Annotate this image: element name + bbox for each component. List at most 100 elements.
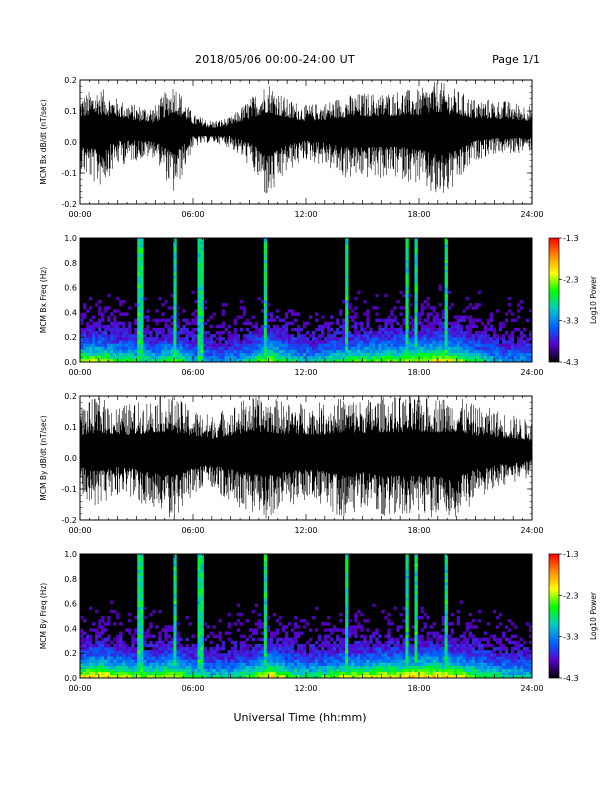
spectrogram-cell	[363, 337, 367, 341]
spectrogram-cell	[200, 625, 204, 629]
spectrogram-cell	[104, 622, 108, 626]
spectrogram-cell	[89, 306, 93, 310]
spectrogram-cell	[173, 340, 177, 344]
spectrogram-cell	[393, 349, 397, 353]
spectrogram-cell	[321, 653, 325, 657]
spectrogram-cell	[357, 358, 361, 363]
spectrogram-cell	[257, 662, 262, 666]
spectrogram-cell	[170, 637, 174, 642]
spectrogram-cell	[221, 309, 225, 313]
spectrogram-cell	[239, 634, 244, 638]
spectrogram-cell	[312, 346, 316, 350]
spectrogram-cell	[345, 609, 349, 614]
spectrogram-cell	[372, 358, 376, 363]
spectrogram-cell	[197, 327, 201, 332]
spectrogram-cell	[369, 653, 373, 657]
spectrogram-cell	[465, 340, 470, 344]
spectrogram-cell	[128, 650, 132, 654]
spectrogram-cell	[182, 647, 186, 651]
spectrogram-cell	[110, 659, 114, 663]
spectrogram-cell	[513, 352, 518, 357]
spectrogram-cell	[170, 665, 174, 669]
spectrogram-cell	[522, 334, 527, 338]
spectrogram-cell	[191, 312, 195, 316]
spectrogram-cell	[248, 656, 253, 660]
spectrogram-cell	[342, 331, 346, 335]
spectrogram-cell	[128, 612, 132, 617]
spectrogram-cell	[269, 647, 274, 651]
spectrogram-cell	[372, 346, 376, 350]
spectrogram-cell	[164, 324, 168, 329]
spectrogram-cell	[92, 352, 96, 357]
spectrogram-cell	[179, 346, 183, 350]
spectrogram-cell	[86, 349, 90, 353]
spectrogram-cell	[164, 650, 168, 654]
spectrogram-cell	[333, 343, 337, 347]
spectrogram-cell	[348, 340, 352, 344]
spectrogram-cell	[429, 643, 433, 648]
spectrogram-cell	[137, 334, 141, 338]
spectrogram-cell	[486, 349, 491, 353]
spectrogram-cell	[140, 634, 144, 638]
spectrogram-cell	[405, 259, 409, 264]
spectrogram-cell	[176, 340, 180, 344]
spectrogram-cell	[164, 671, 168, 676]
spectrogram-cell	[405, 585, 409, 589]
spectrogram-cell	[101, 647, 105, 651]
spectrogram-cell	[516, 337, 521, 341]
spectrogram-cell	[408, 331, 412, 335]
spectrogram-cell	[128, 358, 132, 363]
spectrogram-cell	[477, 659, 482, 663]
spectrogram-cell	[486, 662, 491, 666]
spectrogram-cell	[507, 352, 512, 357]
spectrogram-cell	[197, 337, 201, 341]
spectrogram-cell	[456, 665, 460, 669]
spectrogram-cell	[345, 238, 349, 242]
spectrogram-cell	[281, 337, 286, 341]
spectrogram-cell	[321, 327, 325, 332]
spectrogram-cell	[239, 656, 244, 660]
spectrogram-cell	[456, 346, 460, 350]
spectrogram-cell	[107, 650, 111, 654]
spectrogram-cell	[453, 327, 457, 332]
spectrogram-cell	[411, 637, 415, 642]
spectrogram-cell	[251, 637, 256, 642]
spectrogram-cell	[134, 331, 138, 335]
spectrogram-cell	[134, 650, 138, 654]
spectrogram-cell	[354, 656, 358, 660]
spectrogram-cell	[486, 643, 491, 648]
spectrogram-cell	[98, 318, 102, 322]
spectrogram-cell	[254, 643, 259, 648]
spectrogram-cell	[107, 343, 111, 347]
spectrogram-cell	[287, 340, 292, 344]
spectrogram-cell	[110, 346, 114, 350]
spectrogram-cell	[257, 625, 262, 629]
spectrogram-cell	[477, 303, 482, 307]
spectrogram-cell	[435, 659, 439, 663]
spectrogram-cell	[309, 628, 313, 632]
spectrogram-cell	[233, 653, 237, 657]
spectrogram-cell	[92, 653, 96, 657]
spectrogram-cell	[152, 674, 156, 679]
spectrogram-cell	[173, 312, 177, 316]
spectrogram-cell	[119, 643, 123, 648]
spectrogram-cell	[312, 650, 316, 654]
spectrogram-cell	[306, 321, 310, 326]
spectrogram-cell	[501, 656, 506, 660]
spectrogram-cell	[498, 668, 503, 673]
spectrogram-cell	[408, 656, 412, 660]
spectrogram-cell	[263, 250, 268, 254]
spectrogram-cell	[375, 668, 379, 673]
spectrogram-cell	[140, 303, 144, 307]
spectrogram-cell	[86, 674, 90, 679]
spectrogram-cell	[348, 306, 352, 310]
spectrogram-cell	[348, 349, 352, 353]
spectrogram-cell	[483, 653, 488, 657]
spectrogram-cell	[441, 346, 445, 350]
spectrogram-cell	[146, 327, 150, 332]
spectrogram-cell	[342, 665, 346, 669]
spectrogram-cell	[363, 674, 367, 679]
spectrogram-cell	[375, 355, 379, 360]
spectrogram-cell	[309, 650, 313, 654]
spectrogram-cell	[420, 674, 424, 679]
